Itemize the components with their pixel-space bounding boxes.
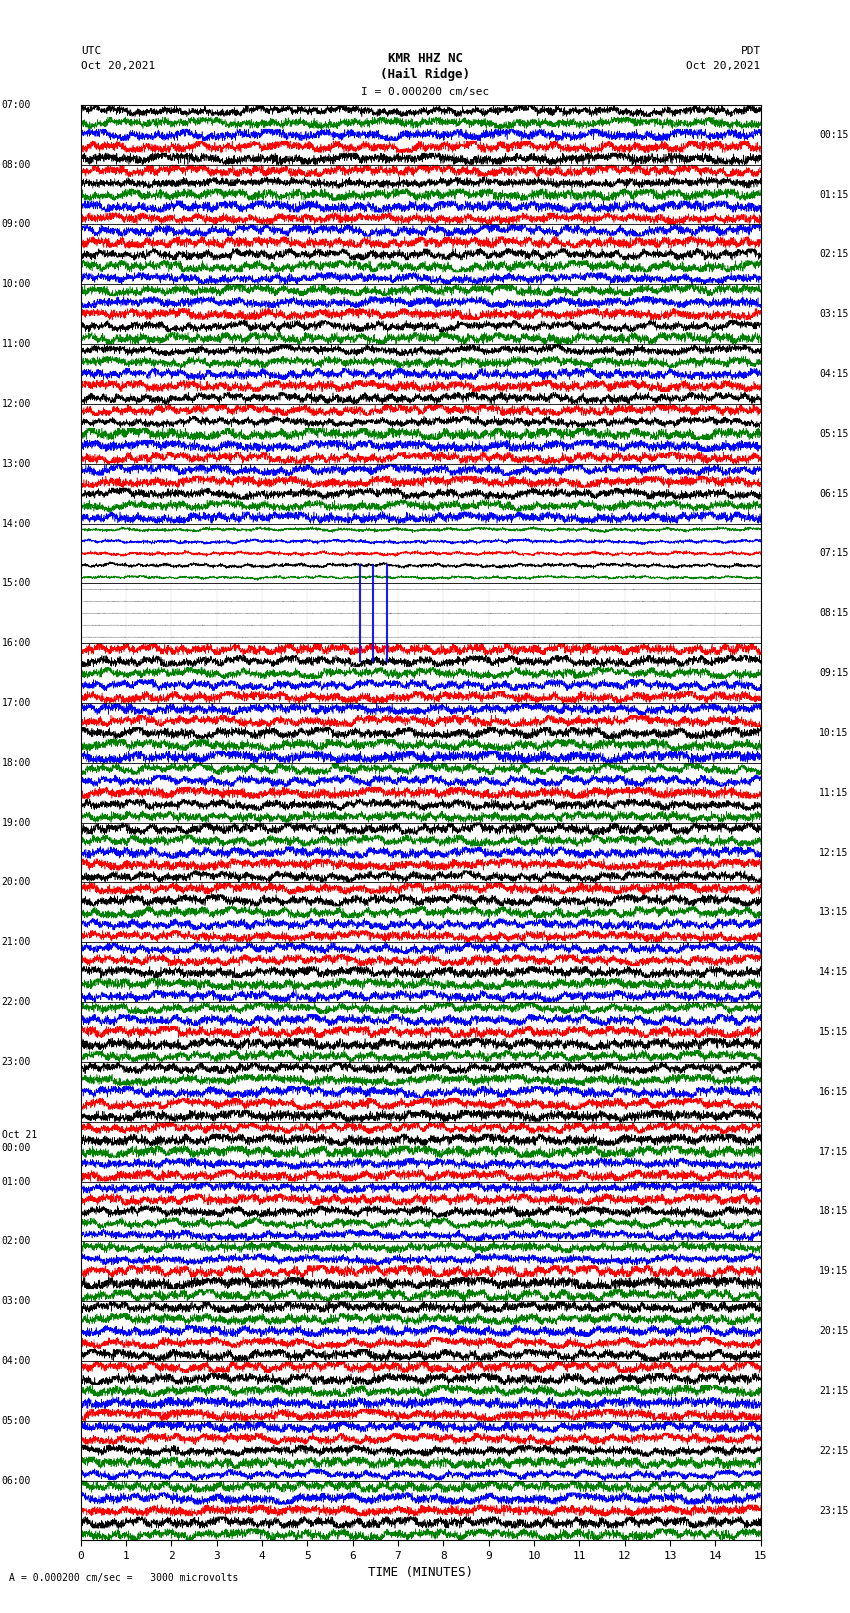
Text: 13:15: 13:15 bbox=[819, 908, 848, 918]
X-axis label: TIME (MINUTES): TIME (MINUTES) bbox=[368, 1566, 473, 1579]
Text: 04:15: 04:15 bbox=[819, 369, 848, 379]
Text: 07:15: 07:15 bbox=[819, 548, 848, 558]
Text: 12:00: 12:00 bbox=[2, 398, 31, 410]
Text: 22:00: 22:00 bbox=[2, 997, 31, 1007]
Text: KMR HHZ NC: KMR HHZ NC bbox=[388, 52, 462, 65]
Text: 10:15: 10:15 bbox=[819, 727, 848, 737]
Text: 09:15: 09:15 bbox=[819, 668, 848, 677]
Text: 05:00: 05:00 bbox=[2, 1416, 31, 1426]
Text: 00:00: 00:00 bbox=[2, 1142, 31, 1153]
Text: 23:15: 23:15 bbox=[819, 1505, 848, 1516]
Text: 13:00: 13:00 bbox=[2, 458, 31, 469]
Text: 16:00: 16:00 bbox=[2, 639, 31, 648]
Text: 11:15: 11:15 bbox=[819, 787, 848, 798]
Text: 15:15: 15:15 bbox=[819, 1027, 848, 1037]
Text: PDT: PDT bbox=[740, 47, 761, 56]
Text: Oct 21: Oct 21 bbox=[2, 1129, 37, 1140]
Text: Oct 20,2021: Oct 20,2021 bbox=[81, 61, 155, 71]
Text: 02:00: 02:00 bbox=[2, 1236, 31, 1247]
Text: 18:00: 18:00 bbox=[2, 758, 31, 768]
Text: Oct 20,2021: Oct 20,2021 bbox=[687, 61, 761, 71]
Text: 00:15: 00:15 bbox=[819, 129, 848, 140]
Text: 14:00: 14:00 bbox=[2, 518, 31, 529]
Text: 20:00: 20:00 bbox=[2, 877, 31, 887]
Text: 03:00: 03:00 bbox=[2, 1297, 31, 1307]
Text: 07:00: 07:00 bbox=[2, 100, 31, 110]
Text: UTC: UTC bbox=[81, 47, 101, 56]
Text: 10:00: 10:00 bbox=[2, 279, 31, 289]
Text: 18:15: 18:15 bbox=[819, 1207, 848, 1216]
Text: 14:15: 14:15 bbox=[819, 968, 848, 977]
Text: 21:15: 21:15 bbox=[819, 1386, 848, 1395]
Text: 11:00: 11:00 bbox=[2, 339, 31, 348]
Text: 02:15: 02:15 bbox=[819, 250, 848, 260]
Text: 17:00: 17:00 bbox=[2, 698, 31, 708]
Text: 04:00: 04:00 bbox=[2, 1357, 31, 1366]
Text: 03:15: 03:15 bbox=[819, 310, 848, 319]
Text: 17:15: 17:15 bbox=[819, 1147, 848, 1157]
Text: I = 0.000200 cm/sec: I = 0.000200 cm/sec bbox=[361, 87, 489, 97]
Text: 12:15: 12:15 bbox=[819, 847, 848, 858]
Text: 15:00: 15:00 bbox=[2, 579, 31, 589]
Text: 20:15: 20:15 bbox=[819, 1326, 848, 1336]
Text: 19:15: 19:15 bbox=[819, 1266, 848, 1276]
Text: 09:00: 09:00 bbox=[2, 219, 31, 229]
Text: 01:00: 01:00 bbox=[2, 1176, 31, 1187]
Text: 21:00: 21:00 bbox=[2, 937, 31, 947]
Text: (Hail Ridge): (Hail Ridge) bbox=[380, 68, 470, 81]
Text: = 0.000200 cm/sec =   3000 microvolts: = 0.000200 cm/sec = 3000 microvolts bbox=[21, 1573, 239, 1582]
Text: 23:00: 23:00 bbox=[2, 1057, 31, 1066]
Text: 08:00: 08:00 bbox=[2, 160, 31, 169]
Text: 16:15: 16:15 bbox=[819, 1087, 848, 1097]
Text: 22:15: 22:15 bbox=[819, 1445, 848, 1455]
Text: 19:00: 19:00 bbox=[2, 818, 31, 827]
Text: 01:15: 01:15 bbox=[819, 190, 848, 200]
Text: A: A bbox=[8, 1573, 14, 1582]
Text: 05:15: 05:15 bbox=[819, 429, 848, 439]
Text: 06:00: 06:00 bbox=[2, 1476, 31, 1486]
Text: 08:15: 08:15 bbox=[819, 608, 848, 618]
Text: 06:15: 06:15 bbox=[819, 489, 848, 498]
